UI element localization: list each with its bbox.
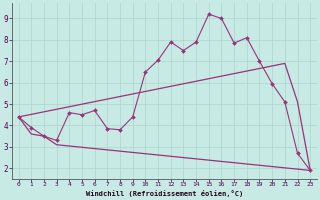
X-axis label: Windchill (Refroidissement éolien,°C): Windchill (Refroidissement éolien,°C) bbox=[86, 190, 243, 197]
